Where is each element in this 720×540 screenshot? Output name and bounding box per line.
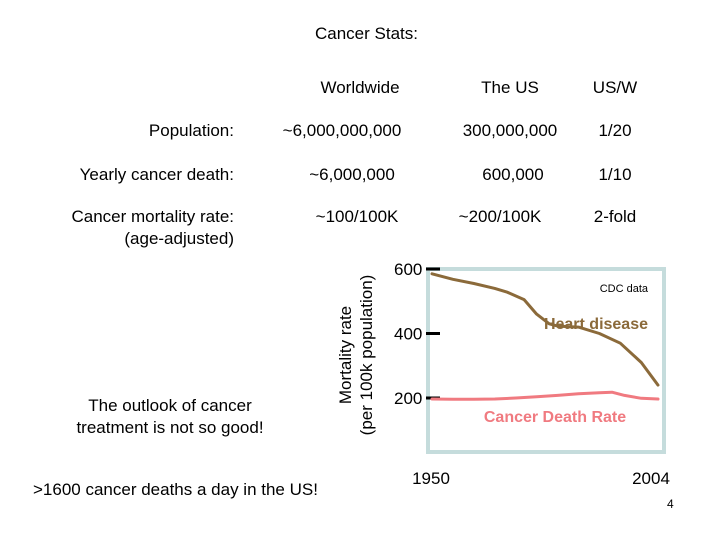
cell-population-worldwide: ~6,000,000,000 bbox=[282, 121, 402, 140]
page-number: 4 bbox=[667, 497, 674, 511]
daily-deaths-note: >1600 cancer deaths a day in the US! bbox=[33, 480, 318, 499]
y-axis-label-line-2: (per 100k population) bbox=[357, 275, 376, 436]
series-line-cancer-death-rate bbox=[430, 390, 660, 401]
row-sublabel-age-adjusted: (age-adjusted) bbox=[124, 229, 234, 248]
cell-death-worldwide: ~6,000,000 bbox=[309, 165, 395, 184]
column-header-worldwide: Worldwide bbox=[320, 78, 400, 97]
cell-population-us: 300,000,000 bbox=[462, 121, 558, 140]
outlook-line-1: The outlook of cancer bbox=[88, 396, 252, 415]
series-line-heart-disease bbox=[430, 272, 660, 387]
y-axis-label-line-1: Mortality rate bbox=[336, 306, 355, 404]
row-label-population: Population: bbox=[148, 121, 234, 140]
source-note: CDC data bbox=[600, 283, 649, 295]
row-label-mortality-rate: Cancer mortality rate: bbox=[71, 207, 235, 226]
plot-frame bbox=[426, 267, 666, 454]
x-tick-label-2004: 2004 bbox=[632, 469, 670, 488]
y-tick-label-600: 600 bbox=[394, 260, 422, 279]
slide-title: Cancer Stats: bbox=[315, 24, 418, 43]
column-header-ratio: US/W bbox=[592, 78, 638, 97]
outlook-line-2: treatment is not so good! bbox=[76, 418, 264, 437]
cell-population-ratio: 1/20 bbox=[598, 121, 632, 140]
y-tick-label-200: 200 bbox=[394, 389, 422, 408]
x-tick-label-1950: 1950 bbox=[412, 469, 450, 488]
cell-death-us: 600,000 bbox=[482, 165, 544, 184]
cell-death-ratio: 1/10 bbox=[598, 165, 632, 184]
cell-rate-worldwide: ~100/100K bbox=[315, 207, 399, 226]
series-label-heart-disease: Heart disease bbox=[544, 316, 648, 333]
column-header-us: The US bbox=[481, 78, 539, 97]
row-label-yearly-death: Yearly cancer death: bbox=[79, 165, 234, 184]
y-tick-label-400: 400 bbox=[394, 325, 422, 344]
series-label-cancer-death-rate: Cancer Death Rate bbox=[484, 409, 626, 426]
cell-rate-ratio: 2-fold bbox=[593, 207, 637, 226]
cell-rate-us: ~200/100K bbox=[458, 207, 542, 226]
